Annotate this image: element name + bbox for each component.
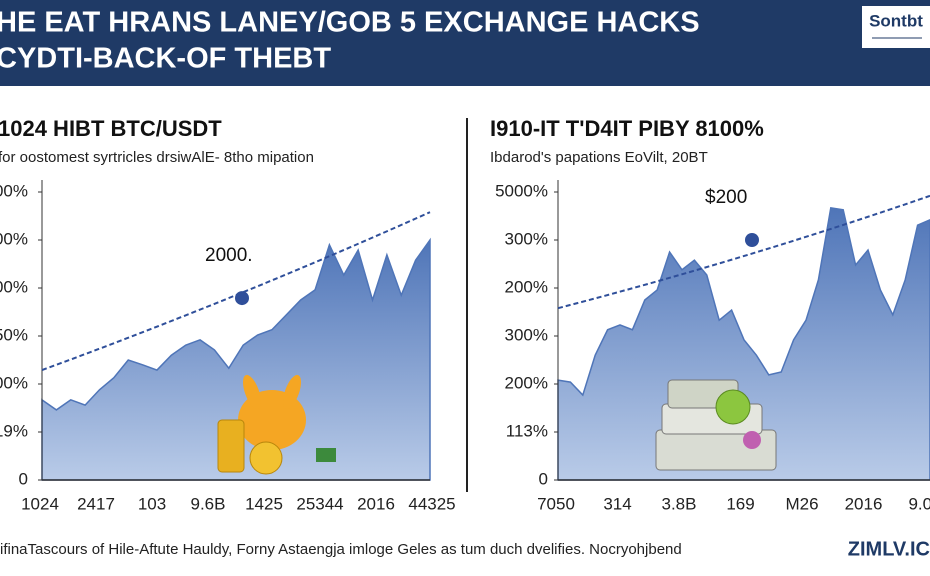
y-tick-label: 00% <box>0 373 28 392</box>
x-tick-label: 44325 <box>408 494 455 513</box>
x-tick-label: 1024 <box>21 494 59 513</box>
cash-stack <box>655 379 777 471</box>
x-tick-label: 9.00 <box>908 494 930 513</box>
y-tick-label: 300% <box>505 325 548 344</box>
trend-line <box>557 194 930 310</box>
area <box>557 206 930 481</box>
y-tick-label: 0 <box>19 469 28 488</box>
x-tick-label: 7050 <box>537 494 575 513</box>
annotation-dot <box>745 233 759 247</box>
x-tick-label: 1425 <box>245 494 283 513</box>
x-tick-label: 9.6B <box>191 494 226 513</box>
y-tick-label: 00% <box>0 277 28 296</box>
logo: Sontbt <box>869 11 923 30</box>
x-tick-label: 103 <box>138 494 166 513</box>
chart-title: I910-IT T'D4IT PIBY 8100% <box>490 116 764 141</box>
chart-title: 1024 HIBT BTC/USDT <box>0 116 222 141</box>
y-tick-label: 5000% <box>495 181 548 200</box>
chart-subtitle: Ibdarod's papations EoVilt, 20BT <box>490 149 708 166</box>
x-tick-label: 25344 <box>296 494 343 513</box>
annotation-label: 2000. <box>205 245 253 266</box>
header-title: HE EAT HRANS LANEY/GOB 5 EXCHANGE HACKS <box>0 7 700 39</box>
charts: 1024 HIBT BTC/USDT for oostomest syrtricl… <box>0 116 930 513</box>
footer-brand: ZIMLV.IC <box>848 538 930 560</box>
area <box>41 237 431 481</box>
x-tick-label: M26 <box>785 494 818 513</box>
annotation-dot <box>235 291 249 306</box>
y-tick-label: 50% <box>0 325 28 344</box>
x-tick-label: 2016 <box>357 494 395 513</box>
y-tick-label: 0 <box>539 469 548 488</box>
y-tick-label: 19% <box>0 421 28 440</box>
trend-line <box>41 211 431 372</box>
header-band <box>0 0 930 86</box>
y-tick-label: 113% <box>506 421 548 440</box>
y-tick-label: 00% <box>0 181 28 200</box>
y-tick-label: 300% <box>505 229 548 248</box>
x-tick-label: 169 <box>726 494 754 513</box>
x-tick-label: 2417 <box>77 494 115 513</box>
y-tick-label: 00% <box>0 229 28 248</box>
y-tick-label: 200% <box>505 373 548 392</box>
logo-box <box>862 6 930 48</box>
footer-caption: ifinaTascours of Hile-Aftute Hauldy, For… <box>0 541 682 558</box>
x-tick-label: 2016 <box>845 494 883 513</box>
x-tick-label: 314 <box>603 494 631 513</box>
annotation-label: $200 <box>705 187 747 208</box>
y-tick-label: 200% <box>505 277 548 296</box>
header-subtitle: CYDTI-BACK-OF THEBT <box>0 43 331 75</box>
x-tick-label: 3.8B <box>662 494 697 513</box>
chart-subtitle: for oostomest syrtricles drsiwAlE- 8tho … <box>0 149 314 166</box>
coin-mascot <box>217 374 336 475</box>
